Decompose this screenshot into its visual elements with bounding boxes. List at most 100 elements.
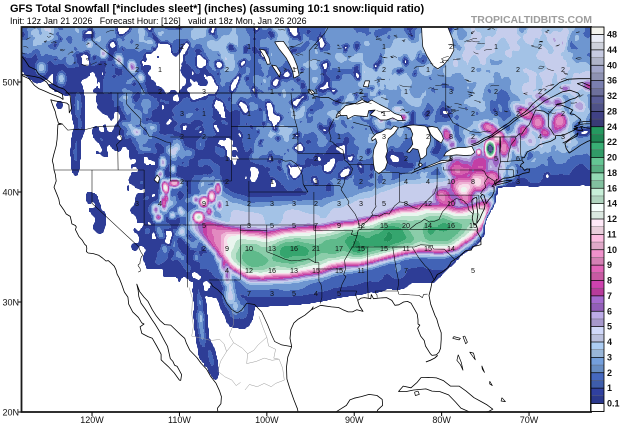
svg-text:1: 1: [270, 87, 274, 96]
svg-text:15: 15: [380, 244, 388, 253]
svg-text:8: 8: [404, 199, 408, 208]
svg-text:14: 14: [424, 221, 432, 230]
svg-text:20: 20: [402, 221, 410, 230]
svg-text:15: 15: [312, 266, 320, 275]
svg-text:10: 10: [245, 244, 253, 253]
svg-text:8: 8: [607, 276, 612, 286]
svg-text:1: 1: [292, 109, 296, 118]
svg-text:5: 5: [382, 199, 386, 208]
svg-text:16: 16: [607, 183, 617, 193]
svg-text:3: 3: [292, 199, 296, 208]
svg-text:22: 22: [607, 137, 617, 147]
svg-text:6: 6: [516, 154, 520, 163]
svg-text:1: 1: [404, 132, 408, 141]
svg-text:2: 2: [135, 65, 139, 74]
svg-text:2: 2: [404, 154, 408, 163]
svg-text:1: 1: [158, 65, 162, 74]
svg-text:2: 2: [449, 42, 453, 51]
svg-text:9: 9: [337, 221, 341, 230]
svg-text:18: 18: [607, 168, 617, 178]
svg-text:2: 2: [180, 132, 184, 141]
svg-text:36: 36: [607, 76, 617, 86]
svg-text:1: 1: [426, 65, 430, 74]
svg-text:3: 3: [382, 132, 386, 141]
svg-text:5: 5: [607, 322, 612, 332]
svg-text:15: 15: [469, 221, 477, 230]
svg-text:2: 2: [180, 42, 184, 51]
svg-text:2: 2: [516, 65, 520, 74]
svg-text:11: 11: [607, 229, 617, 239]
svg-text:1: 1: [225, 154, 229, 163]
svg-text:2: 2: [426, 109, 430, 118]
svg-text:1: 1: [270, 177, 274, 186]
svg-text:2: 2: [607, 368, 612, 378]
svg-text:1: 1: [270, 154, 274, 163]
svg-text:9: 9: [202, 199, 206, 208]
svg-text:2: 2: [359, 87, 363, 96]
svg-text:20: 20: [607, 153, 617, 163]
svg-text:2: 2: [158, 87, 162, 96]
svg-text:Init: 12z Jan 21 2026 Foreca: Init: 12z Jan 21 2026 Forecast Hour: [12…: [10, 16, 307, 26]
svg-text:15: 15: [357, 244, 365, 253]
svg-text:3: 3: [337, 109, 341, 118]
svg-text:2: 2: [314, 42, 318, 51]
svg-text:2: 2: [382, 65, 386, 74]
svg-text:3: 3: [494, 109, 498, 118]
svg-text:2: 2: [225, 177, 229, 186]
svg-text:2: 2: [561, 65, 565, 74]
svg-text:2: 2: [471, 132, 475, 141]
svg-text:2: 2: [359, 154, 363, 163]
svg-text:1: 1: [292, 65, 296, 74]
svg-text:12: 12: [245, 266, 253, 275]
svg-text:2: 2: [314, 199, 318, 208]
svg-text:1: 1: [247, 42, 251, 51]
svg-text:32: 32: [607, 91, 617, 101]
svg-text:0.1: 0.1: [607, 399, 620, 409]
svg-text:3: 3: [359, 199, 363, 208]
svg-text:1: 1: [314, 87, 318, 96]
svg-text:14: 14: [447, 244, 455, 253]
svg-text:2: 2: [561, 109, 565, 118]
svg-text:1: 1: [314, 177, 318, 186]
svg-text:3: 3: [337, 199, 341, 208]
svg-text:2: 2: [337, 177, 341, 186]
svg-text:90W: 90W: [345, 415, 364, 424]
svg-text:50N: 50N: [2, 78, 19, 88]
svg-text:30N: 30N: [2, 298, 19, 308]
svg-text:9: 9: [225, 244, 229, 253]
svg-text:40: 40: [607, 60, 617, 70]
svg-text:15: 15: [335, 266, 343, 275]
svg-text:4: 4: [426, 177, 430, 186]
svg-text:2: 2: [426, 132, 430, 141]
svg-text:4: 4: [404, 177, 408, 186]
svg-text:1: 1: [382, 42, 386, 51]
svg-text:14: 14: [607, 199, 617, 209]
svg-text:3: 3: [135, 199, 139, 208]
svg-text:4: 4: [158, 199, 162, 208]
svg-text:10: 10: [447, 177, 455, 186]
svg-text:2: 2: [292, 132, 296, 141]
svg-text:7: 7: [247, 289, 251, 298]
svg-text:4: 4: [607, 337, 612, 347]
svg-text:2: 2: [538, 87, 542, 96]
svg-text:7: 7: [404, 266, 408, 275]
svg-text:2: 2: [471, 65, 475, 74]
svg-text:8: 8: [449, 154, 453, 163]
svg-text:5: 5: [471, 266, 475, 275]
svg-text:2: 2: [225, 65, 229, 74]
svg-text:1: 1: [337, 65, 341, 74]
svg-text:2: 2: [516, 109, 520, 118]
svg-text:1: 1: [382, 109, 386, 118]
svg-text:4: 4: [314, 289, 318, 298]
svg-text:13: 13: [290, 266, 298, 275]
svg-text:12: 12: [607, 214, 617, 224]
svg-text:48: 48: [607, 30, 617, 40]
svg-text:3: 3: [270, 199, 274, 208]
svg-text:17: 17: [335, 244, 343, 253]
svg-text:3: 3: [202, 87, 206, 96]
svg-text:28: 28: [607, 106, 617, 116]
svg-text:12: 12: [424, 199, 432, 208]
svg-text:5: 5: [292, 221, 296, 230]
svg-text:11: 11: [402, 244, 409, 253]
svg-text:3: 3: [516, 177, 520, 186]
